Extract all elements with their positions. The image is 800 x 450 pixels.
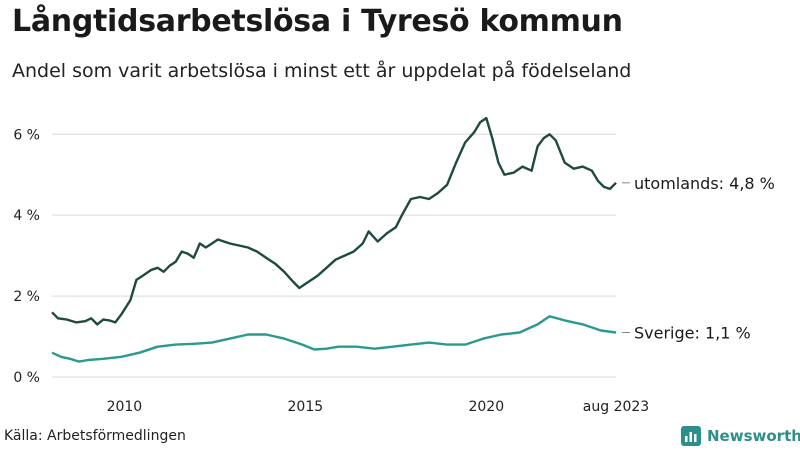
chart-subtitle: Andel som varit arbetslösa i minst ett å… — [12, 60, 632, 82]
source-note: Källa: Arbetsförmedlingen — [4, 428, 186, 444]
series-line-sverige — [51, 315, 617, 363]
line-chart: 0 % 2 % 4 % 6 % 2010 2015 2020 aug 2023 utomland… — [13, 116, 775, 415]
x-tick-label: aug 2023 — [583, 399, 649, 415]
y-tick-label: 4 % — [13, 208, 40, 224]
y-tick-label: 0 % — [13, 370, 40, 386]
y-tick-label: 2 % — [13, 289, 40, 305]
newsworthy-logo-icon — [681, 426, 701, 446]
series-line-utomlands — [51, 116, 617, 326]
series-end-label: utomlands: 4,8 % — [634, 174, 775, 193]
x-tick-label: 2015 — [288, 399, 324, 415]
series-end-label: Sverige: 1,1 % — [634, 324, 751, 343]
brand-name: Newsworthy — [707, 427, 800, 445]
x-tick-label: 2020 — [468, 399, 504, 415]
brand-logo: Newsworthy — [681, 426, 800, 446]
x-tick-label: 2010 — [107, 399, 143, 415]
chart-title: Långtidsarbetslösa i Tyresö kommun — [12, 4, 623, 39]
y-tick-label: 6 % — [13, 127, 40, 143]
